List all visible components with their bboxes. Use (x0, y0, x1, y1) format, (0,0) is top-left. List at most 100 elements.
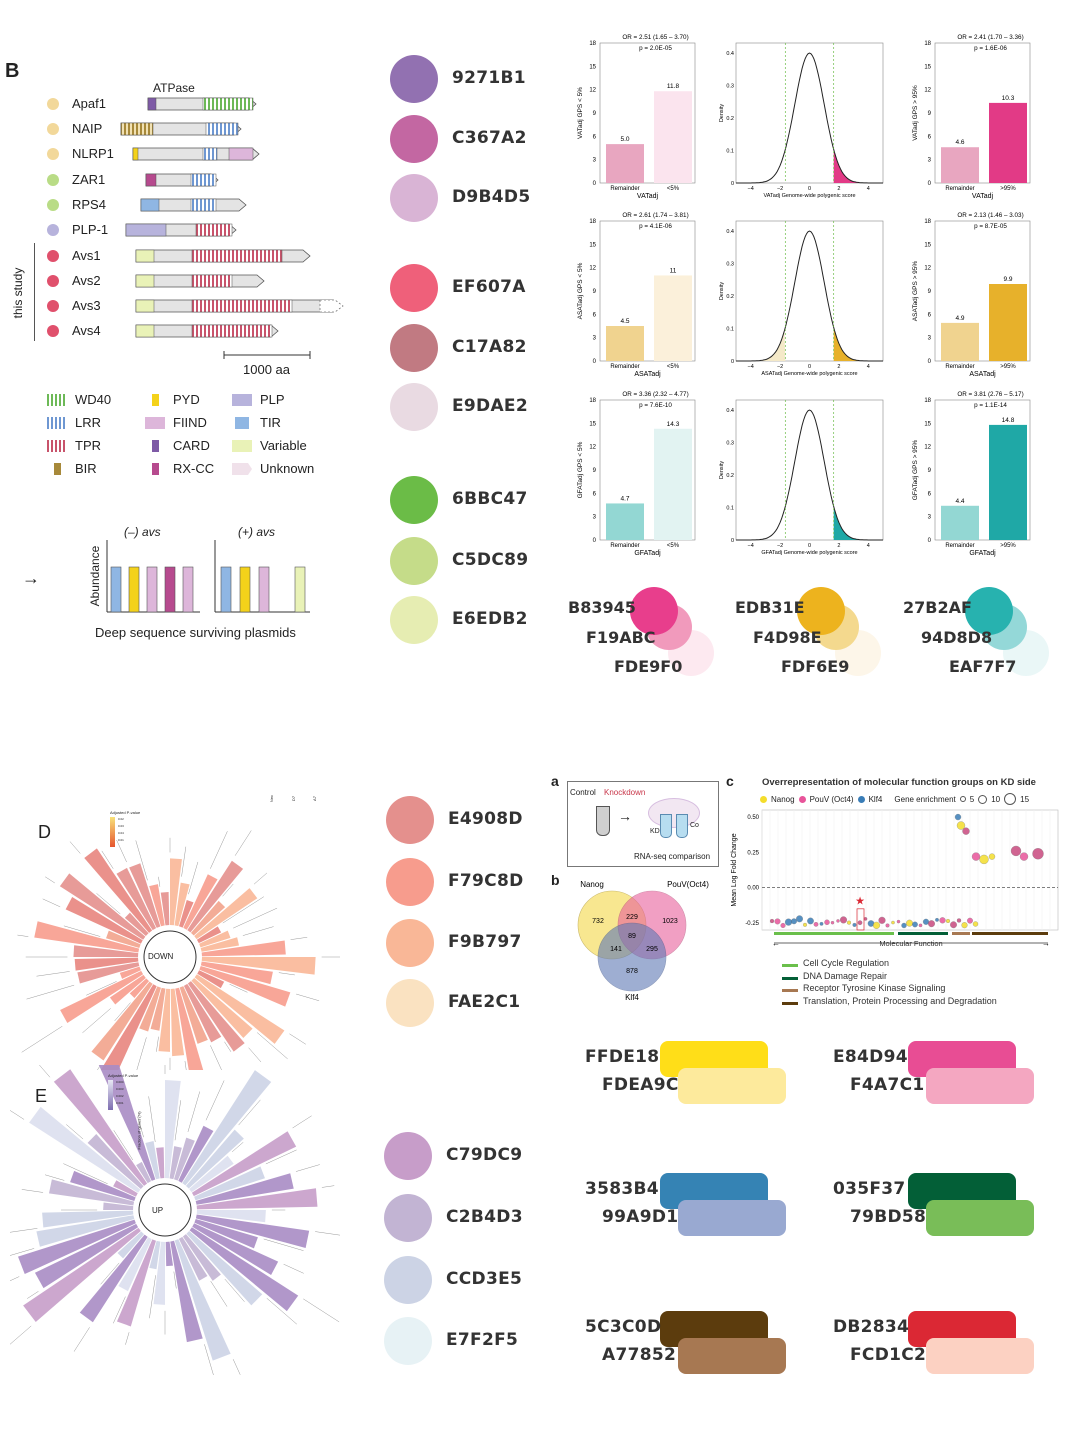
y-tick: 0 (731, 538, 734, 544)
circular-bar (116, 867, 157, 931)
bar-value-label: 11.8 (667, 83, 680, 90)
density-curve (736, 409, 883, 541)
domain-swatch-icon (151, 394, 159, 406)
color-swatch-circle (390, 537, 438, 585)
x-tick: 2 (837, 543, 840, 549)
enrichment-point (1032, 848, 1044, 860)
category-swatch-icon (782, 1001, 798, 1005)
color-hex-label: FAE2C1 (448, 992, 521, 1012)
circular-bar (189, 1155, 234, 1193)
y-tick: 0.4 (726, 229, 734, 235)
enrichment-point (979, 854, 989, 865)
protein-dot-icon (47, 224, 59, 236)
nanog-dot-icon (760, 795, 767, 803)
y-tick: 0.3 (726, 261, 734, 267)
rna-seq-label: RNA-seq comparison (634, 852, 711, 861)
y-tick: 0 (593, 538, 597, 544)
y-tick: 0 (731, 359, 734, 365)
color-swatch-pill (678, 1200, 786, 1236)
y-tick: 18 (924, 219, 931, 225)
y-tick: 9 (928, 111, 932, 117)
circular-bar (174, 1137, 195, 1181)
circular-bar (129, 978, 150, 999)
abundance-bar (182, 566, 194, 613)
y-tick: 15 (924, 421, 931, 427)
bar-value-label: 4.4 (955, 498, 964, 505)
y-tick: 6 (928, 491, 932, 497)
color-hex-label: FFDE18 (585, 1047, 660, 1067)
enrichment-point (846, 920, 852, 925)
gps-density-chart: 0 0.1 0.2 0.3 0.4 −4 −2 0 2 4 GFATadj Genome-wide … (719, 399, 884, 556)
enrichment-point (885, 923, 890, 928)
y-tick: 18 (589, 41, 596, 47)
panel-c-plot: 0.50 0.25 0.00 -0.25 Mean Log Fold Change ★ ← →… (731, 809, 1059, 948)
venn-count: 295 (646, 946, 658, 953)
bar-value-label: 4.5 (620, 318, 629, 325)
y-tick: 0 (731, 181, 734, 187)
y-tick: 15 (589, 64, 596, 70)
protein-bar (132, 147, 260, 161)
corner-label: Nec (269, 794, 275, 803)
circular-bar (175, 987, 204, 1070)
domain-label: CARD (173, 438, 210, 453)
pos-avs-label: (+) avs (238, 525, 276, 539)
circular-bar (149, 1240, 161, 1270)
legend-nanog: Nanog (771, 794, 795, 804)
y-tick: 0 (593, 181, 597, 187)
category-swatch-icon (782, 964, 798, 967)
enrichment-point (956, 918, 962, 923)
protein-name: Avs2 (72, 273, 101, 288)
gps-bar (941, 505, 979, 540)
domain-swatch-icon (53, 463, 61, 475)
color-hex-label: 5C3C0D (585, 1317, 662, 1337)
enrichment-point (813, 922, 819, 927)
color-swatch-circle (797, 587, 845, 635)
abundance-bar (128, 566, 140, 613)
density-xlabel: ASATadj Genome-wide polygenic score (761, 371, 857, 377)
color-hex-label: F4D98E (753, 628, 822, 647)
p-value: p = 4.1E-06 (639, 223, 672, 230)
x-tick: 2 (837, 186, 840, 192)
circular-bar (145, 1141, 160, 1180)
tube-icon (676, 814, 688, 838)
abundance-bar (258, 566, 270, 613)
circular-bar (34, 921, 140, 953)
circular-bar (201, 940, 286, 957)
gps-bar-chart: 0 3 6 9 12 15 18 4.5 Remainder 11 <5% ASATadj ASATad… (577, 212, 696, 378)
y-tick: 3 (928, 515, 932, 521)
protein-name: Avs1 (72, 248, 101, 263)
color-swatch-circle (390, 476, 438, 524)
y-tick: 12 (924, 445, 931, 451)
venn-count: 1023 (662, 918, 678, 925)
svg-text:→: → (1042, 939, 1050, 948)
color-swatch-circle (390, 383, 438, 431)
y-tick: 18 (924, 41, 931, 47)
color-swatch-circle (965, 587, 1013, 635)
bar-ylabel: ASATadj GPS < 5% (577, 262, 584, 319)
circular-bar (190, 900, 226, 936)
protein-bar (135, 274, 265, 288)
tube-icon (596, 806, 610, 836)
size-icon (1004, 793, 1017, 805)
bar-category-label: >95% (1000, 186, 1016, 192)
x-tick: 4 (867, 364, 870, 370)
gps-bar-chart: 0 3 6 9 12 15 18 4.7 Remainder 14.3 <5% GFATadj GFAT… (577, 391, 696, 557)
odds-ratio: OR = 2.41 (1.70 – 3.36) (957, 34, 1023, 41)
domain-label: BIR (75, 461, 97, 476)
circular-bar (36, 1215, 135, 1247)
p-value: p = 1.1E-14 (974, 402, 1007, 409)
color-swatch-circle (386, 979, 434, 1027)
x-tick: 4 (867, 543, 870, 549)
density-ylabel: Density (719, 104, 725, 123)
circular-bar (158, 988, 170, 1052)
bar-xlabel: GFATadj (634, 550, 661, 557)
y-tick: -0.25 (745, 921, 759, 927)
circular-bar (189, 1227, 299, 1312)
y-tick: 12 (924, 266, 931, 272)
protein-name: PLP-1 (72, 222, 109, 237)
y-tick: 18 (589, 398, 596, 404)
kd-label: KD (650, 828, 660, 835)
color-swatch-circle (630, 587, 678, 635)
gps-bar-chart: 0 3 6 9 12 15 18 5.0 Remainder 11.8 <5% VATadj VATad… (577, 34, 696, 200)
down-legend-title: Adjusted P-value (110, 810, 141, 815)
